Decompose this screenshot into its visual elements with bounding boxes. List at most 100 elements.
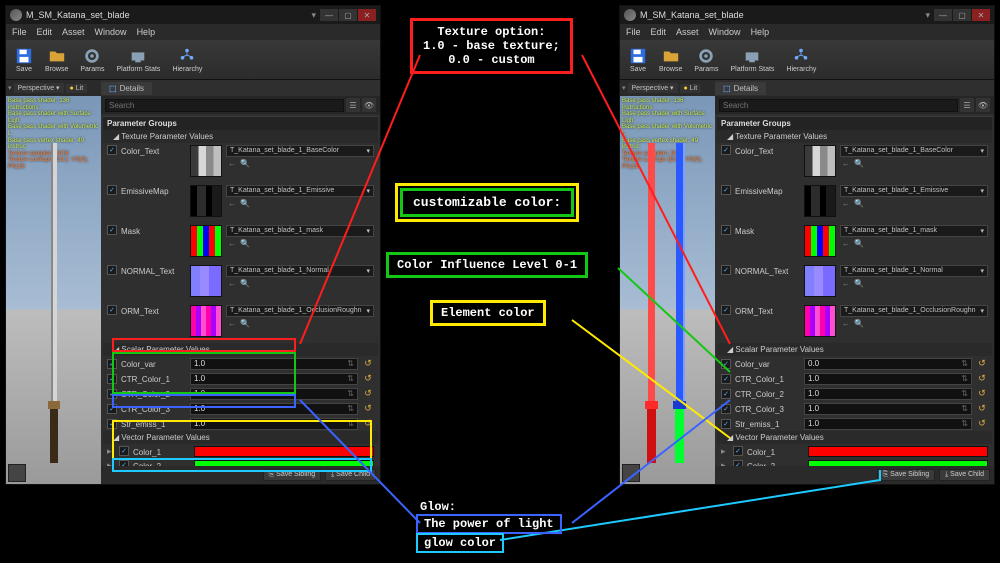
menu-edit[interactable]: Edit <box>651 27 667 37</box>
number-field[interactable]: 0.0⇅ <box>804 358 972 370</box>
number-field[interactable]: 1.0⇅ <box>190 373 358 385</box>
vector-params-header[interactable]: ◢ Vector Parameter Values <box>103 431 378 444</box>
browse-icon[interactable]: 🔍 <box>240 239 250 248</box>
vector-params-header[interactable]: ◢ Vector Parameter Values <box>717 431 992 444</box>
use-arrow-icon[interactable]: ← <box>842 159 850 168</box>
search-input[interactable] <box>719 99 958 112</box>
details-tab[interactable]: ⬚ Details <box>715 80 994 96</box>
use-arrow-icon[interactable]: ← <box>228 319 236 328</box>
texture-thumb-icon[interactable] <box>190 185 222 217</box>
checkbox[interactable]: ✓ <box>721 185 731 195</box>
texture-dropdown[interactable]: T_Katana_set_blade_1_mask▾ <box>840 225 988 237</box>
minimize-button[interactable]: — <box>320 9 338 21</box>
texture-params-header[interactable]: ◢ Texture Parameter Values <box>103 130 378 143</box>
menu-file[interactable]: File <box>626 27 641 37</box>
menu-edit[interactable]: Edit <box>37 27 53 37</box>
texture-params-header[interactable]: ◢ Texture Parameter Values <box>717 130 992 143</box>
use-arrow-icon[interactable]: ← <box>842 239 850 248</box>
texture-dropdown[interactable]: T_Katana_set_blade_1_Normal▾ <box>226 265 374 277</box>
number-field[interactable]: 1.0⇅ <box>804 388 972 400</box>
use-arrow-icon[interactable]: ← <box>228 279 236 288</box>
texture-dropdown[interactable]: T_Katana_set_blade_1_OcclusionRoughn▾ <box>840 305 988 317</box>
texture-dropdown[interactable]: T_Katana_set_blade_1_OcclusionRoughn▾ <box>226 305 374 317</box>
reset-icon[interactable]: ↺ <box>976 418 988 430</box>
checkbox[interactable]: ✓ <box>721 404 731 414</box>
browse-icon[interactable]: 🔍 <box>854 199 864 208</box>
number-field[interactable]: 1.0⇅ <box>804 418 972 430</box>
checkbox[interactable]: ✓ <box>721 389 731 399</box>
maximize-button[interactable]: ▢ <box>339 9 357 21</box>
browse-icon[interactable]: 🔍 <box>854 239 864 248</box>
browse-button[interactable]: Browse <box>40 45 73 75</box>
checkbox[interactable]: ✓ <box>107 359 117 369</box>
reset-icon[interactable]: ↺ <box>362 403 374 415</box>
checkbox[interactable]: ✓ <box>107 225 117 235</box>
browse-icon[interactable]: 🔍 <box>240 199 250 208</box>
texture-thumb-icon[interactable] <box>804 305 836 337</box>
platform-stats-button[interactable]: Platform Stats <box>725 45 779 75</box>
save-sibling-button[interactable]: ⎘ Save Sibling <box>877 469 935 481</box>
checkbox[interactable]: ✓ <box>107 305 117 315</box>
color-swatch[interactable] <box>194 446 374 457</box>
use-arrow-icon[interactable]: ← <box>228 159 236 168</box>
use-arrow-icon[interactable]: ← <box>842 199 850 208</box>
texture-dropdown[interactable]: T_Katana_set_blade_1_BaseColor▾ <box>840 145 988 157</box>
hierarchy-button[interactable]: Hierarchy <box>167 45 207 75</box>
number-field[interactable]: 1.0⇅ <box>804 403 972 415</box>
checkbox[interactable]: ✓ <box>721 359 731 369</box>
texture-dropdown[interactable]: T_Katana_set_blade_1_BaseColor▾ <box>226 145 374 157</box>
scalar-params-header[interactable]: ◢ Scalar Parameter Values <box>717 343 992 356</box>
close-button[interactable]: ✕ <box>358 9 376 21</box>
platform-stats-button[interactable]: Platform Stats <box>111 45 165 75</box>
use-arrow-icon[interactable]: ← <box>842 319 850 328</box>
number-field[interactable]: 1.0⇅ <box>190 403 358 415</box>
details-tab[interactable]: ⬚ Details <box>101 80 380 96</box>
use-arrow-icon[interactable]: ← <box>842 279 850 288</box>
eye-icon[interactable]: 👁 <box>976 98 990 112</box>
texture-dropdown[interactable]: T_Katana_set_blade_1_Emissive▾ <box>226 185 374 197</box>
checkbox[interactable]: ✓ <box>107 404 117 414</box>
perspective-dropdown[interactable]: Perspective ▾ <box>628 83 678 93</box>
texture-thumb-icon[interactable] <box>190 305 222 337</box>
menu-window[interactable]: Window <box>709 27 741 37</box>
lit-dropdown[interactable]: ● Lit <box>66 84 88 93</box>
reset-icon[interactable]: ↺ <box>976 403 988 415</box>
menu-help[interactable]: Help <box>751 27 770 37</box>
number-field[interactable]: 1.0⇅ <box>190 388 358 400</box>
texture-thumb-icon[interactable] <box>804 185 836 217</box>
filter-icon[interactable]: ☰ <box>346 98 360 112</box>
close-button[interactable]: ✕ <box>972 9 990 21</box>
maximize-button[interactable]: ▢ <box>953 9 971 21</box>
browse-icon[interactable]: 🔍 <box>854 279 864 288</box>
save-button[interactable]: Save <box>10 45 38 75</box>
checkbox[interactable]: ✓ <box>119 446 129 456</box>
checkbox[interactable]: ✓ <box>107 145 117 155</box>
viewport-3d[interactable]: Base pass shader: 136 instructionsBase p… <box>6 96 101 484</box>
checkbox[interactable]: ✓ <box>107 265 117 275</box>
params-button[interactable]: Params <box>75 45 109 75</box>
reset-icon[interactable]: ↺ <box>976 358 988 370</box>
menu-file[interactable]: File <box>12 27 27 37</box>
parameter-groups-header[interactable]: Parameter Groups <box>103 116 378 130</box>
reset-icon[interactable]: ↺ <box>362 388 374 400</box>
texture-thumb-icon[interactable] <box>190 265 222 297</box>
texture-thumb-icon[interactable] <box>190 225 222 257</box>
browse-icon[interactable]: 🔍 <box>240 159 250 168</box>
browse-icon[interactable]: 🔍 <box>240 319 250 328</box>
save-child-button[interactable]: ⤓ Save Child <box>939 469 990 481</box>
vp-menu-icon[interactable]: ▾ <box>8 84 12 92</box>
number-field[interactable]: 1.0⇅ <box>804 373 972 385</box>
reset-icon[interactable]: ↺ <box>976 388 988 400</box>
checkbox[interactable]: ✓ <box>721 265 731 275</box>
menu-asset[interactable]: Asset <box>62 27 85 37</box>
eye-icon[interactable]: 👁 <box>362 98 376 112</box>
save-sibling-button[interactable]: ⎘ Save Sibling <box>263 469 321 481</box>
titlebar[interactable]: M_SM_Katana_set_blade ▾ — ▢ ✕ <box>620 6 994 24</box>
save-button[interactable]: Save <box>624 45 652 75</box>
browse-button[interactable]: Browse <box>654 45 687 75</box>
menu-asset[interactable]: Asset <box>676 27 699 37</box>
nav-cube-icon[interactable] <box>8 464 26 482</box>
params-button[interactable]: Params <box>689 45 723 75</box>
perspective-dropdown[interactable]: Perspective ▾ <box>14 83 64 93</box>
number-field[interactable]: 1.0⇅ <box>190 418 358 430</box>
